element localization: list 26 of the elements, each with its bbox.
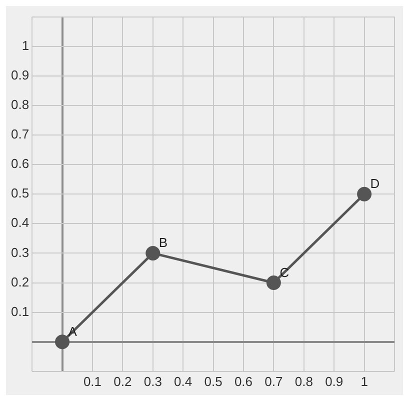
y-tick-label: 0.3 (10, 244, 30, 260)
y-tick-label: 0.7 (10, 126, 30, 142)
x-tick-label: 1 (360, 374, 368, 389)
x-tick-label: 0.8 (294, 374, 313, 389)
x-tick-label: 0.2 (114, 374, 132, 389)
point (357, 186, 372, 202)
x-tick-label: 0.9 (325, 374, 344, 389)
y-tick-label: 0.6 (10, 156, 30, 172)
y-tick-label: 0.4 (10, 215, 30, 230)
point (146, 246, 160, 260)
y-tick-label: 0.2 (10, 274, 30, 290)
x-tick-label: 0.3 (144, 374, 162, 389)
x-tick-label: 0.5 (204, 374, 222, 389)
y-tick-label: 0.8 (10, 97, 30, 112)
y-tick-label: 0.1 (10, 304, 30, 319)
x-tick-label: 0.6 (234, 374, 253, 389)
x-tick-label: 0.4 (174, 374, 192, 389)
annotation: B (158, 235, 168, 250)
x-tick-label: 0.1 (83, 374, 102, 389)
x-tick-label: 0.7 (264, 374, 283, 389)
annotation: D (370, 176, 380, 192)
y-tick-label: 1 (22, 38, 30, 53)
y-tick-label: 0.5 (10, 186, 30, 201)
point (266, 276, 281, 290)
y-tick-label: 0.9 (10, 67, 30, 82)
point (55, 334, 70, 350)
